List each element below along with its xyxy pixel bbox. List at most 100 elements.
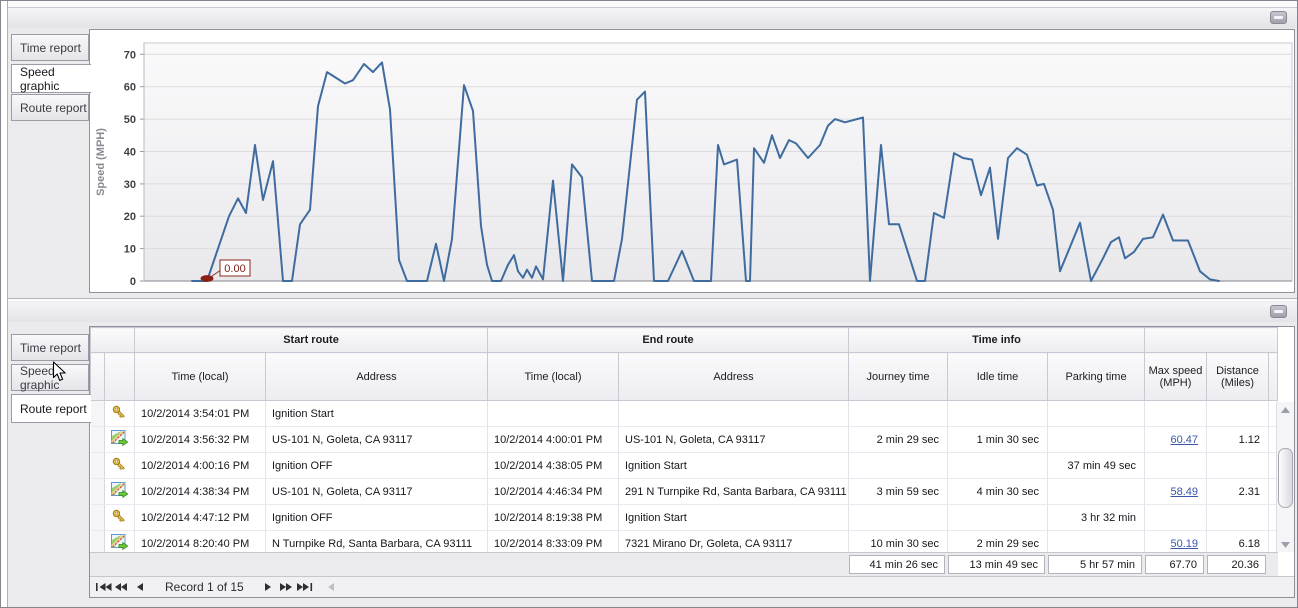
max-speed-link[interactable]: 58.49 (1170, 485, 1199, 498)
table-row[interactable]: 10/2/2014 4:47:12 PM Ignition OFF 10/2/201… (90, 504, 1278, 531)
summary-idle-time: 13 min 49 sec (948, 555, 1045, 574)
icon-column-header (104, 352, 135, 401)
table-row[interactable]: 10/2/2014 3:56:32 PM US-101 N, Goleta, CA… (90, 426, 1278, 453)
journey-time-cell: 10 min 30 sec (848, 530, 948, 552)
end-time-cell: 10/2/2014 4:46:34 PM (487, 478, 619, 505)
scroll-thumb[interactable] (1278, 448, 1293, 508)
record-navigator: Record 1 of 15 (90, 576, 1294, 597)
column-header-max-speed-mph-[interactable]: Max speed (MPH) (1144, 352, 1208, 401)
parking-time-cell: 37 min 49 sec (1047, 452, 1146, 479)
end-address-cell: Ignition Start (618, 504, 849, 531)
max-speed-cell (1144, 400, 1208, 427)
prev-record-button[interactable] (131, 580, 149, 595)
table-row[interactable]: 10/2/2014 4:00:16 PM Ignition OFF 10/2/201… (90, 452, 1278, 479)
bottom-tab-route-report[interactable]: Route report (11, 394, 91, 423)
ignition-key-icon (112, 509, 125, 522)
route-table: Start route End route Time info Time (local… (90, 327, 1278, 552)
speed-line-chart: 0 10 20 30 40 50 60 70 Speed (MPH) 0.00 (95, 42, 1293, 288)
route-map-icon (110, 533, 128, 550)
vertical-scrollbar[interactable] (1276, 402, 1294, 552)
start-time-cell: 10/2/2014 8:20:40 PM (134, 530, 266, 552)
row-indicator-cell (90, 426, 105, 453)
group-header-blank (90, 327, 135, 353)
next-record-button[interactable] (260, 580, 278, 595)
idle-time-cell: 2 min 29 sec (947, 530, 1048, 552)
column-header-address[interactable]: Address (618, 352, 849, 401)
max-speed-link[interactable]: 50.19 (1170, 537, 1199, 550)
last-record-button[interactable] (296, 580, 314, 595)
record-position-label: Record 1 of 15 (165, 580, 244, 594)
summary-max-speed: 67.70 (1145, 555, 1204, 574)
parking-time-cell (1047, 426, 1146, 453)
column-header-time-local-[interactable]: Time (local) (134, 352, 266, 401)
top-splitter-strip (8, 1, 1297, 8)
svg-text:50: 50 (124, 114, 136, 126)
row-type-icon-cell (104, 452, 135, 479)
svg-text:Speed (MPH): Speed (MPH) (95, 128, 107, 196)
scroll-down-button[interactable] (1277, 537, 1293, 552)
max-speed-cell (1144, 504, 1208, 531)
start-address-cell: US-101 N, Goleta, CA 93117 (265, 478, 488, 505)
journey-time-cell (848, 400, 948, 427)
top-tab-route-report[interactable]: Route report (11, 94, 89, 121)
max-speed-cell: 58.49 (1144, 478, 1208, 505)
journey-time-cell: 2 min 29 sec (848, 426, 948, 453)
scroll-up-button[interactable] (1277, 402, 1293, 417)
summary-journey-time: 41 min 26 sec (849, 555, 945, 574)
column-header-address[interactable]: Address (265, 352, 488, 401)
summary-parking-time: 5 hr 57 min (1048, 555, 1142, 574)
start-time-cell: 10/2/2014 3:54:01 PM (134, 400, 266, 427)
journey-time-cell (848, 452, 948, 479)
prev-page-record-button[interactable] (113, 580, 131, 595)
end-time-cell: 10/2/2014 8:19:38 PM (487, 504, 619, 531)
column-header-distance-miles-[interactable]: Distance (Miles) (1206, 352, 1270, 401)
distance-cell (1206, 400, 1270, 427)
parking-time-cell (1047, 530, 1146, 552)
ignition-key-icon (112, 457, 125, 470)
route-panel-collapse-button[interactable] (1270, 305, 1287, 318)
table-row[interactable]: 10/2/2014 3:54:01 PM Ignition Start (90, 400, 1278, 427)
filler-column-header (1268, 352, 1278, 401)
group-header-blank (1144, 327, 1278, 353)
table-row[interactable]: 10/2/2014 8:20:40 PM N Turnpike Rd, Santa… (90, 530, 1278, 552)
parking-time-cell (1047, 400, 1146, 427)
start-time-cell: 10/2/2014 4:38:34 PM (134, 478, 266, 505)
max-speed-link[interactable]: 60.47 (1170, 433, 1199, 446)
distance-cell: 6.18 (1206, 530, 1270, 552)
svg-text:30: 30 (124, 179, 136, 191)
idle-time-cell (947, 504, 1048, 531)
distance-cell: 1.12 (1206, 426, 1270, 453)
top-tab-time-report[interactable]: Time report (11, 34, 89, 61)
column-header-journey-time[interactable]: Journey time (848, 352, 948, 401)
parking-time-cell (1047, 478, 1146, 505)
column-header-parking-time[interactable]: Parking time (1046, 352, 1146, 401)
summary-distance: 20.36 (1207, 555, 1266, 574)
row-indicator-cell (90, 452, 105, 479)
svg-text:40: 40 (124, 147, 136, 159)
start-address-cell: N Turnpike Rd, Santa Barbara, CA 93111 (265, 530, 488, 552)
bottom-tab-time-report[interactable]: Time report (11, 334, 89, 361)
bottom-tab-speed-graphic[interactable]: Speed graphic (11, 364, 89, 392)
grid-rows-viewport: Start route End route Time info Time (local… (90, 327, 1278, 552)
row-type-icon-cell (104, 478, 135, 505)
column-header-idle-time[interactable]: Idle time (947, 352, 1048, 401)
minimize-icon (1274, 16, 1283, 19)
column-header-time-local-[interactable]: Time (local) (487, 352, 619, 401)
start-address-cell: US-101 N, Goleta, CA 93117 (265, 426, 488, 453)
top-tabstrip: Time report Speed graphic Route report (11, 34, 101, 124)
speed-panel-collapse-button[interactable] (1270, 11, 1287, 24)
horizontal-scroll-left-button[interactable] (324, 580, 340, 595)
top-tab-speed-graphic[interactable]: Speed graphic (11, 64, 91, 93)
next-page-record-button[interactable] (278, 580, 296, 595)
first-record-button[interactable] (95, 580, 113, 595)
group-header-time-info: Time info (847, 327, 1146, 353)
route-map-icon (110, 481, 128, 498)
svg-text:70: 70 (124, 49, 136, 61)
max-speed-cell: 60.47 (1144, 426, 1208, 453)
table-row[interactable]: 10/2/2014 4:38:34 PM US-101 N, Goleta, CA… (90, 478, 1278, 505)
end-time-cell (487, 400, 619, 427)
row-indicator-cell (90, 504, 105, 531)
row-type-icon-cell (104, 426, 135, 453)
distance-cell: 2.31 (1206, 478, 1270, 505)
svg-text:0.00: 0.00 (224, 263, 245, 275)
